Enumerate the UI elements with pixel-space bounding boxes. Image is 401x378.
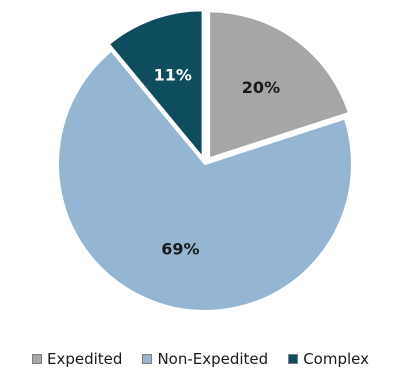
pie-label-non-expedited: 69%: [161, 240, 199, 259]
legend-swatch-non-expedited: [142, 354, 153, 364]
legend-item-expedited: Expedited: [32, 350, 122, 368]
pie-slice-non-expedited: [57, 49, 353, 312]
legend-label-expedited: Expedited: [47, 350, 123, 368]
pie-slice-complex: [107, 9, 204, 159]
legend-item-complex: Complex: [288, 350, 369, 368]
legend-item-non-expedited: Non-Expedited: [142, 350, 268, 368]
legend-label-non-expedited: Non-Expedited: [157, 350, 269, 368]
legend-swatch-complex: [288, 354, 299, 364]
chart-legend: Expedited Non-Expedited Complex: [0, 350, 401, 368]
pie-label-expedited: 20%: [242, 78, 280, 97]
pie-label-complex: 11%: [154, 65, 192, 84]
pie-chart: 20% 69% 11%: [57, 9, 353, 312]
legend-label-complex: Complex: [303, 350, 369, 368]
pie-slice-expedited: [208, 10, 350, 160]
legend-swatch-expedited: [32, 354, 42, 364]
